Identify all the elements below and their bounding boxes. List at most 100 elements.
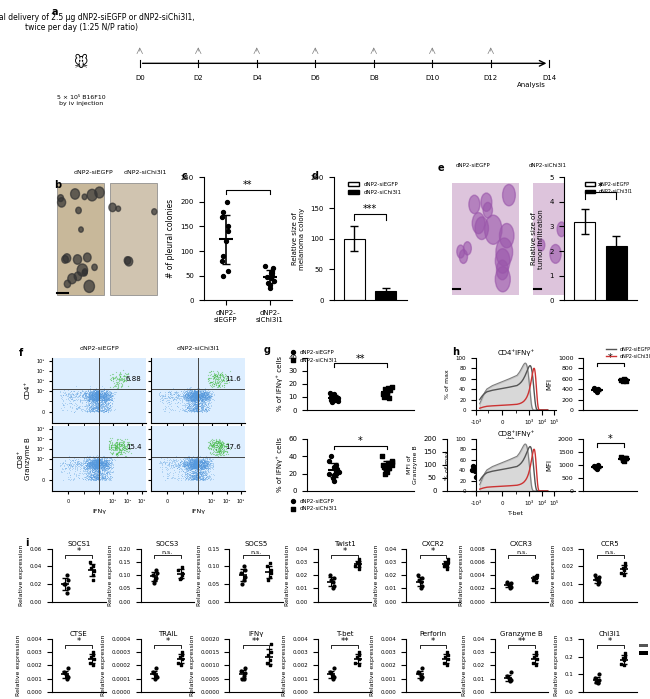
Point <box>218 379 229 390</box>
Point <box>92 461 102 473</box>
Point <box>185 462 195 473</box>
Point <box>190 402 201 413</box>
Point <box>75 400 85 411</box>
Point <box>169 461 179 473</box>
Point <box>98 389 108 400</box>
Point <box>212 438 222 449</box>
Point <box>75 459 85 470</box>
Point <box>178 466 188 477</box>
Point <box>190 391 201 403</box>
Point <box>208 449 218 460</box>
Point <box>194 392 204 403</box>
Point <box>91 387 101 398</box>
Point <box>98 402 108 413</box>
Point <box>197 398 207 410</box>
Point <box>187 389 198 401</box>
Point <box>96 460 107 471</box>
Point <box>84 461 94 473</box>
Point <box>194 471 205 482</box>
Point <box>85 472 96 483</box>
Point <box>196 459 207 470</box>
Point <box>90 456 100 467</box>
Point <box>188 388 199 399</box>
Point <box>177 463 187 474</box>
Point <box>115 437 125 448</box>
Point <box>190 385 200 396</box>
Point <box>192 390 202 401</box>
Point <box>107 463 118 474</box>
Point <box>194 389 205 400</box>
Point <box>71 470 81 482</box>
Point <box>72 459 82 470</box>
Point <box>190 405 201 416</box>
Point <box>591 463 601 474</box>
Point <box>89 390 99 401</box>
Point <box>122 434 132 445</box>
Point <box>186 405 196 416</box>
Point <box>187 389 198 401</box>
Point <box>215 436 226 447</box>
Point <box>84 397 95 408</box>
Point <box>97 452 107 463</box>
Point <box>90 463 100 474</box>
Point <box>75 459 85 470</box>
Point <box>202 463 212 474</box>
Point <box>209 440 219 452</box>
Point <box>106 470 116 482</box>
Point <box>218 374 228 385</box>
Point <box>93 387 103 398</box>
Point <box>92 398 102 410</box>
Point <box>81 463 91 474</box>
Point <box>188 402 198 413</box>
Point <box>220 370 230 382</box>
Point <box>114 368 125 379</box>
Point <box>94 387 104 398</box>
Point <box>81 461 92 473</box>
Point <box>192 386 202 397</box>
Point <box>199 461 209 473</box>
Point <box>112 441 122 452</box>
Point <box>191 459 202 470</box>
Point <box>180 398 190 410</box>
Point <box>100 457 110 468</box>
Point <box>92 394 102 405</box>
Point <box>209 381 219 392</box>
Point <box>88 459 98 470</box>
Point <box>95 465 105 476</box>
Point <box>86 461 96 473</box>
Point <box>100 383 110 394</box>
Point <box>92 405 103 417</box>
Point <box>186 459 196 470</box>
Point <box>74 390 85 401</box>
Point <box>86 403 96 415</box>
Point <box>99 467 109 478</box>
Point <box>185 473 195 484</box>
Point <box>105 387 116 398</box>
Point <box>101 459 112 470</box>
Point <box>192 473 202 484</box>
Point <box>83 461 94 473</box>
Point <box>88 393 99 404</box>
Point <box>101 459 111 470</box>
Point <box>211 437 221 448</box>
Point <box>619 660 629 671</box>
Point <box>202 393 213 404</box>
Point <box>213 377 224 389</box>
Point <box>190 390 201 401</box>
Point <box>191 401 202 412</box>
Point <box>213 448 223 459</box>
Point <box>92 474 102 485</box>
Point <box>101 394 112 405</box>
Point <box>107 371 117 382</box>
Point <box>187 459 197 470</box>
Point <box>100 391 110 402</box>
Point <box>92 471 102 482</box>
Point <box>112 438 122 449</box>
Point <box>213 373 224 384</box>
Point <box>58 387 69 398</box>
Point <box>192 393 203 404</box>
Point <box>215 438 226 449</box>
Point <box>99 394 109 405</box>
Point <box>185 388 195 399</box>
Point <box>201 463 211 475</box>
